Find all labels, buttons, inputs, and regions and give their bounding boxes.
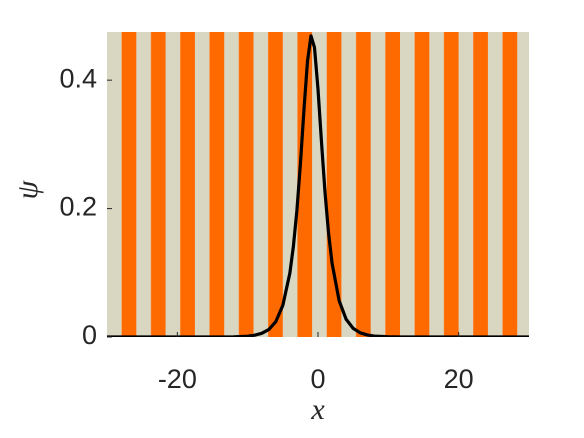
plot-area: [107, 34, 529, 337]
y-tick-label: 0.2: [59, 192, 97, 222]
y-tick-label: 0.4: [59, 63, 97, 93]
x-tick-label: 20: [444, 364, 474, 394]
x-axis-label: x: [310, 393, 325, 426]
y-axis-label: ψ: [11, 179, 44, 199]
x-tick-label: -20: [158, 364, 197, 394]
line: [107, 34, 529, 337]
y-tick-label: 0: [82, 320, 97, 350]
x-tick-label: 0: [310, 364, 325, 394]
